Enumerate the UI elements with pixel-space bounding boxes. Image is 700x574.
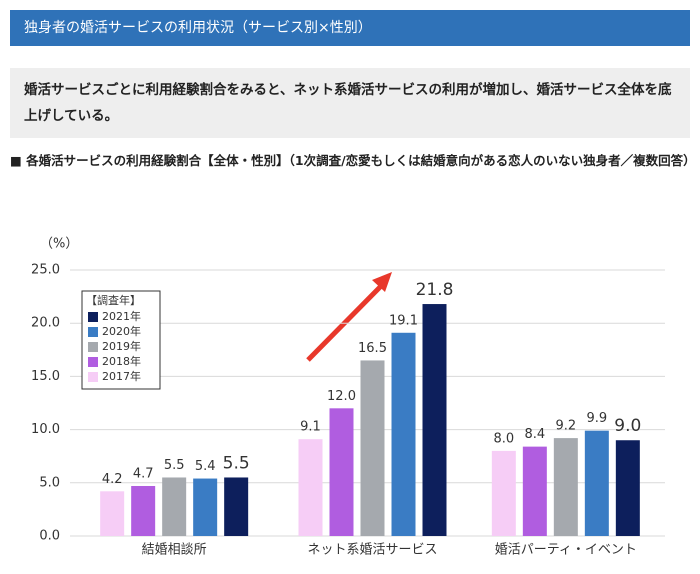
arrow-head xyxy=(372,272,392,292)
y-tick-label: 15.0 xyxy=(31,369,60,384)
bar xyxy=(100,491,125,536)
y-tick-label: 10.0 xyxy=(31,422,60,437)
x-tick-label: 婚活パーティ・イベント xyxy=(495,543,637,558)
legend-label: 2017年 xyxy=(102,369,141,383)
legend-swatch xyxy=(88,327,98,337)
legend-swatch xyxy=(88,357,98,367)
bar xyxy=(553,438,578,536)
value-label: 5.5 xyxy=(223,453,250,473)
bar xyxy=(391,332,416,536)
trend-arrow xyxy=(306,280,387,362)
y-tick-label: 25.0 xyxy=(31,263,60,278)
value-label: 8.0 xyxy=(493,431,514,446)
value-label: 9.2 xyxy=(555,419,576,434)
chart-title: ■ 各婚活サービスの利用経験割合【全体・性別】（1次調査/恋愛もしくは結婚意向が… xyxy=(10,153,696,168)
value-label: 5.5 xyxy=(164,458,185,473)
value-label: 5.4 xyxy=(195,459,216,474)
y-tick-label: 20.0 xyxy=(31,316,60,331)
x-tick-label: 結婚相談所 xyxy=(142,542,207,558)
value-label: 4.7 xyxy=(133,466,154,481)
y-tick-label: 5.0 xyxy=(39,475,60,490)
bar xyxy=(224,477,249,536)
value-label: 9.1 xyxy=(300,420,321,435)
bar xyxy=(360,360,385,536)
header-title: 独身者の婚活サービスの利用状況（サービス別×性別） xyxy=(10,10,690,46)
bar xyxy=(298,439,323,536)
bar xyxy=(584,430,609,536)
legend-label: 2020年 xyxy=(102,324,141,338)
y-tick-label: 0.0 xyxy=(39,529,60,544)
legend-swatch xyxy=(88,312,98,322)
legend-swatch xyxy=(88,342,98,352)
bar xyxy=(162,477,187,536)
value-label: 16.5 xyxy=(358,341,387,356)
summary: 婚活サービスごとに利用経験割合をみると、ネット系婚活サービスの利用が増加し、婚活… xyxy=(10,68,690,138)
value-label: 19.1 xyxy=(389,313,418,328)
x-tick-label: ネット系婚活サービス xyxy=(307,543,437,558)
bar xyxy=(193,478,218,536)
value-label: 4.2 xyxy=(102,472,123,487)
bar xyxy=(615,440,640,536)
legend-title: 【調査年】 xyxy=(86,293,141,307)
legend-label: 2019年 xyxy=(102,339,141,353)
legend-label: 2021年 xyxy=(102,309,141,323)
bar xyxy=(329,408,354,536)
bar xyxy=(131,485,156,536)
legend-label: 2018年 xyxy=(102,354,141,368)
bar xyxy=(422,304,447,536)
value-label: 21.8 xyxy=(416,280,454,300)
value-label: 8.4 xyxy=(524,427,545,442)
value-label: 9.9 xyxy=(586,411,607,426)
y-unit: （%） xyxy=(40,237,78,252)
bar xyxy=(491,450,516,536)
bar xyxy=(522,446,547,536)
value-label: 12.0 xyxy=(327,389,356,404)
legend-swatch xyxy=(88,372,98,382)
value-label: 9.0 xyxy=(614,416,641,436)
